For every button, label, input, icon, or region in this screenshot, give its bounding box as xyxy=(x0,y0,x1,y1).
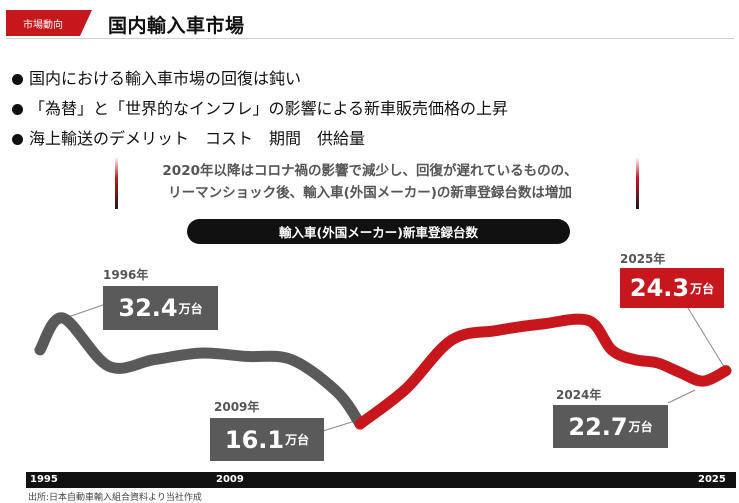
callout-year-2025: 2025年 xyxy=(620,252,666,266)
summary-right-bar xyxy=(636,157,639,209)
callout-value-2024: 22.7 xyxy=(568,412,628,441)
bullet-dot-icon xyxy=(12,103,23,115)
summary-text: 2020年以降はコロナ禍の影響で減少し、回復が遅れているものの、 リーマンショッ… xyxy=(130,160,610,204)
callout-leader-2025 xyxy=(687,307,727,371)
bullet-item: 海上輸送のデメリット コスト 期間 供給量 xyxy=(12,124,508,154)
callout-leader-2024 xyxy=(667,389,696,404)
callout-leader-2009 xyxy=(319,419,359,433)
callout-year-2009: 2009年 xyxy=(214,400,260,414)
title-divider xyxy=(6,38,734,39)
bullet-item: 「為替」と「世界的なインフレ」の影響による新車販売価格の上昇 xyxy=(12,94,508,124)
bullet-text: 「為替」と「世界的なインフレ」の影響による新車販売価格の上昇 xyxy=(29,99,509,118)
summary-left-bar xyxy=(115,157,118,209)
bullet-item: 国内における輸入車市場の回復は鈍い xyxy=(12,64,508,94)
section-tag-label: 市場動向 xyxy=(23,19,63,31)
page-title: 国内輸入車市場 xyxy=(108,15,245,37)
gray-series-line xyxy=(34,312,366,430)
x-axis-label-2009: 2009 xyxy=(216,474,244,485)
bullet-list: 国内における輸入車市場の回復は鈍い 「為替」と「世界的なインフレ」の影響による新… xyxy=(12,64,508,154)
bullet-text: 国内における輸入車市場の回復は鈍い xyxy=(29,69,302,88)
summary-line-2: リーマンショック後、輸入車(外国メーカー)の新車登録台数は増加 xyxy=(168,185,572,201)
callout-value-2009: 16.1 xyxy=(224,425,285,454)
section-tag-tail xyxy=(80,10,92,36)
x-axis-label-1995: 1995 xyxy=(30,474,58,485)
callout-box-1996: 32.4 万台 xyxy=(103,286,218,330)
bullet-text: 海上輸送のデメリット コスト 期間 供給量 xyxy=(29,129,366,148)
chart-label-pill: 輸入車(外国メーカー)新車登録台数 xyxy=(187,219,570,244)
callout-unit-2025: 万台 xyxy=(690,281,715,296)
source-note: 出所:日本自動車輸入組合資料より当社作成 xyxy=(28,493,202,503)
callout-value-1996: 32.4 xyxy=(118,294,178,322)
callout-unit-2009: 万台 xyxy=(285,433,310,447)
section-tag: 市場動向 xyxy=(6,10,80,36)
callout-unit-2024: 万台 xyxy=(628,420,653,434)
bullet-dot-icon xyxy=(12,73,23,85)
callout-box-2025: 24.3 万台 xyxy=(620,268,724,308)
callout-unit-1996: 万台 xyxy=(178,301,203,316)
chart-label-text: 輸入車(外国メーカー)新車登録台数 xyxy=(279,225,478,240)
callout-year-2024: 2024年 xyxy=(556,388,602,402)
x-axis-label-2025: 2025 xyxy=(698,474,726,485)
bullet-dot-icon xyxy=(12,133,23,145)
callout-box-2024: 22.7 万台 xyxy=(553,405,668,448)
callout-value-2025: 24.3 xyxy=(629,274,690,302)
red-series-line xyxy=(354,313,732,430)
x-axis-bar: 1995 2009 2025 xyxy=(26,472,736,488)
callout-box-2009: 16.1 万台 xyxy=(210,418,324,461)
summary-line-1: 2020年以降はコロナ禍の影響で減少し、回復が遅れているものの、 xyxy=(162,163,578,179)
callout-leader-1996 xyxy=(67,304,104,318)
callout-year-1996: 1996年 xyxy=(103,268,149,282)
